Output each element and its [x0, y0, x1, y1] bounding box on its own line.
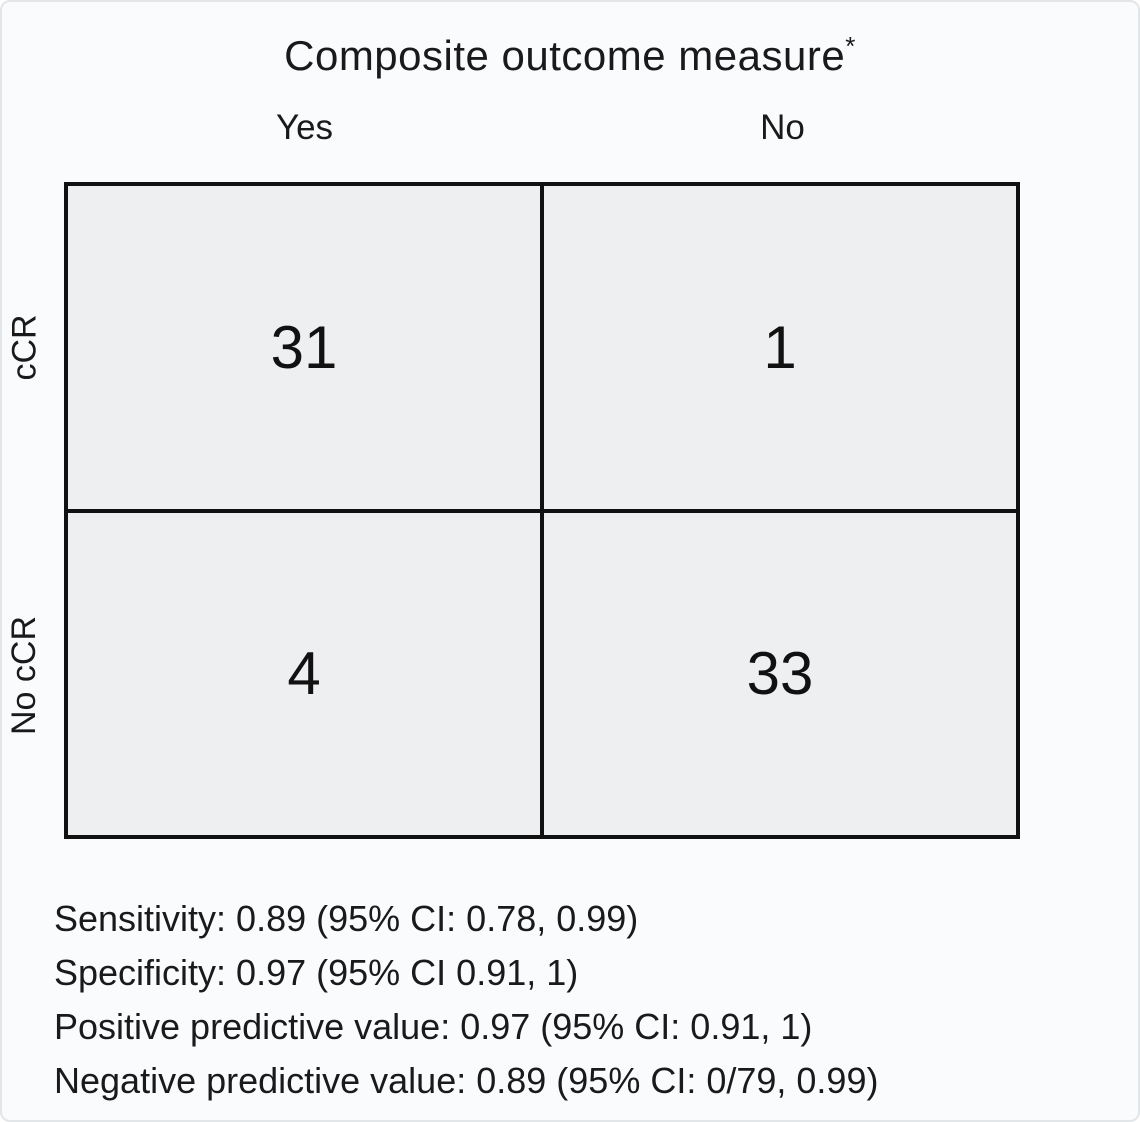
row-header-ccr-label: cCR: [5, 313, 44, 381]
column-header-yes: Yes: [275, 108, 334, 147]
sensitivity-line: Sensitivity: 0.89 (95% CI: 0.78, 0.99): [54, 898, 639, 939]
cell-no-ccr-no: 33: [544, 512, 1016, 835]
cell-ccr-no: 1: [544, 186, 1016, 509]
figure-title-text: Composite outcome measure: [284, 32, 846, 79]
negative-predictive-value-line: Negative predictive value: 0.89 (95% CI:…: [54, 1060, 879, 1101]
matrix-table: 31 1 4 33: [64, 182, 1020, 839]
column-header-no: No: [760, 108, 805, 147]
cell-no-ccr-yes: 4: [68, 512, 540, 835]
specificity-line: Specificity: 0.97 (95% CI 0.91, 1): [54, 952, 579, 993]
row-header-no-ccr: No cCR: [2, 512, 48, 839]
figure-title: Composite outcome measure*: [2, 32, 1138, 80]
title-asterisk: *: [845, 31, 856, 61]
positive-predictive-value-line: Positive predictive value: 0.97 (95% CI:…: [54, 1006, 813, 1047]
row-header-ccr: cCR: [2, 182, 48, 512]
row-header-no-ccr-label: No cCR: [5, 615, 44, 736]
statistics-block: Sensitivity: 0.89 (95% CI: 0.78, 0.99) S…: [54, 892, 1108, 1108]
cell-ccr-yes: 31: [68, 186, 540, 509]
